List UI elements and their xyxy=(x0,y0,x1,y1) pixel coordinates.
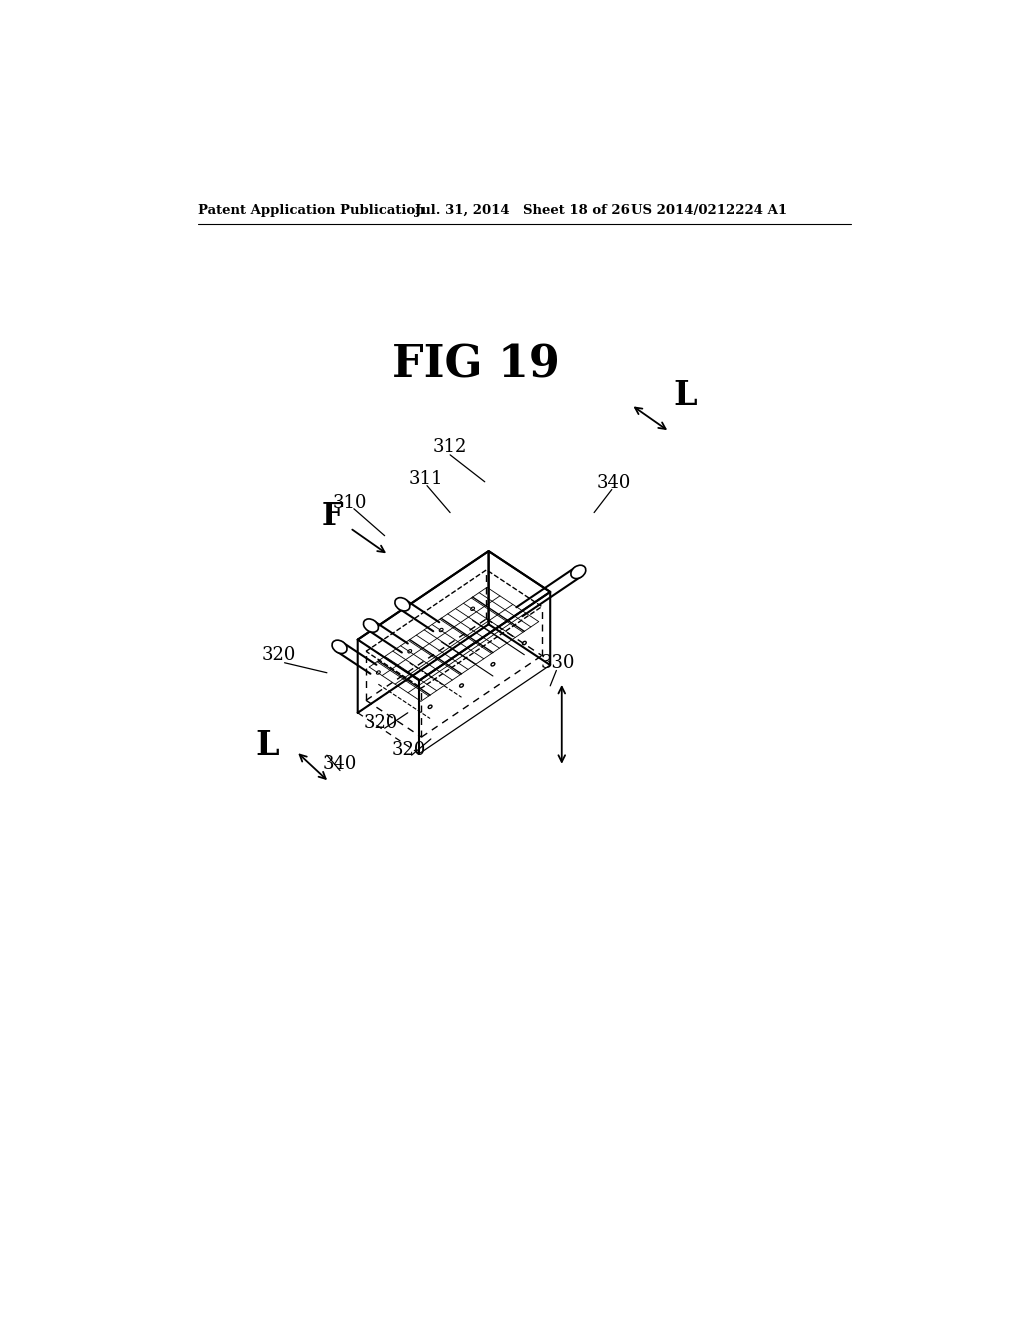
Ellipse shape xyxy=(364,619,379,632)
Text: 310: 310 xyxy=(333,495,368,512)
Text: L: L xyxy=(673,379,696,412)
Text: Patent Application Publication: Patent Application Publication xyxy=(199,205,425,218)
Text: Jul. 31, 2014: Jul. 31, 2014 xyxy=(416,205,510,218)
Text: 320: 320 xyxy=(364,714,398,731)
Text: F: F xyxy=(322,502,343,532)
Text: FIG 19: FIG 19 xyxy=(392,343,560,387)
Text: 340: 340 xyxy=(323,755,357,774)
Text: L: L xyxy=(256,729,280,762)
Text: 311: 311 xyxy=(409,470,442,488)
Text: 340: 340 xyxy=(597,474,632,492)
Text: 320: 320 xyxy=(262,645,296,664)
Text: 320: 320 xyxy=(392,741,426,759)
Text: Sheet 18 of 26: Sheet 18 of 26 xyxy=(523,205,630,218)
Ellipse shape xyxy=(332,640,347,653)
Text: 330: 330 xyxy=(541,653,575,672)
Text: US 2014/0212224 A1: US 2014/0212224 A1 xyxy=(631,205,787,218)
Ellipse shape xyxy=(570,565,586,578)
Text: 312: 312 xyxy=(433,438,467,457)
Ellipse shape xyxy=(395,598,410,611)
